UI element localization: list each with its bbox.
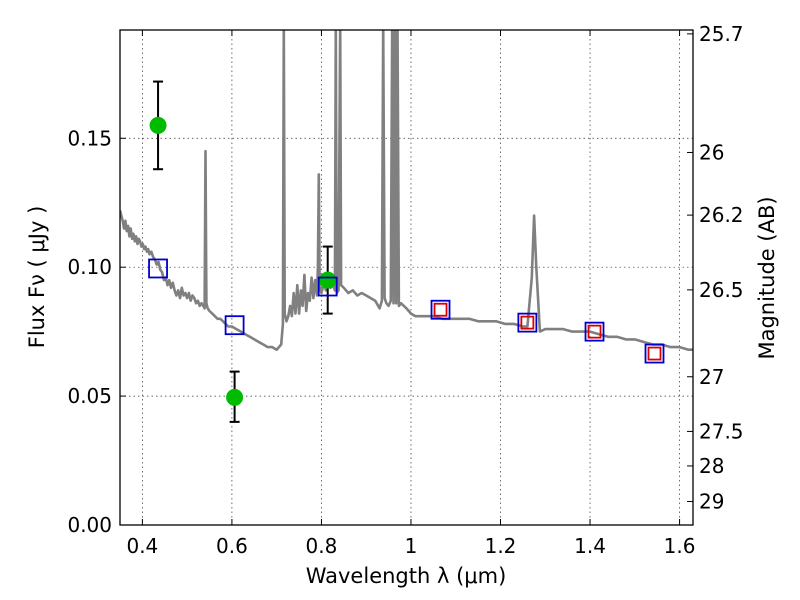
- y2-tick-label: 28: [699, 454, 724, 478]
- plot-frame: [119, 29, 694, 526]
- observed-point: [149, 116, 167, 134]
- model-photometry-marker: [430, 299, 451, 320]
- x-tick-label: 0.4: [126, 534, 158, 558]
- model-photometry-marker: [644, 343, 665, 364]
- model-sed-line: [120, 30, 693, 351]
- y2-tick-label: 26.5: [699, 278, 744, 302]
- y2-tick-label: 29: [699, 490, 724, 514]
- model-nir-marker: [433, 302, 448, 317]
- x-tick-label: 1.6: [664, 534, 696, 558]
- y2-tick-label: 26: [699, 140, 724, 164]
- x-tick-label: 1.2: [485, 534, 517, 558]
- y-tick-label: 0.10: [67, 255, 112, 279]
- model-photometry-marker: [584, 321, 605, 342]
- axis-ticks: 0.4 0.6 0.8 1 1.2 1.4 1.6 0.00 0.05 0.10 0.15 25.7 2…: [67, 22, 743, 558]
- y-tick-label: 0.00: [67, 513, 112, 537]
- observed-point: [226, 388, 244, 406]
- y2-tick-label: 25.7: [699, 22, 744, 46]
- x-tick-label: 0.8: [306, 534, 338, 558]
- y2-tick-label: 27.5: [699, 419, 744, 443]
- y-tick-label: 0.05: [67, 384, 112, 408]
- x-axis-label: Wavelength λ (μm): [306, 564, 507, 588]
- x-tick-label: 1: [405, 534, 418, 558]
- model-photometry-marker: [317, 276, 338, 297]
- x-tick-label: 1.4: [574, 534, 606, 558]
- x-tick-label: 0.6: [216, 534, 248, 558]
- y2-tick-label: 26.2: [699, 203, 744, 227]
- y-axis-label: Flux Fν ( μJy ): [25, 206, 49, 349]
- model-nir-marker: [520, 315, 535, 330]
- model-photometry-marker: [517, 312, 538, 333]
- y2-axis-label: Magnitude (AB): [755, 196, 779, 359]
- plot-area: [120, 30, 693, 423]
- y2-tick-label: 27: [699, 365, 724, 389]
- y-tick-label: 0.15: [67, 126, 112, 150]
- observed-point: [319, 271, 337, 289]
- model-nir-marker: [587, 324, 602, 339]
- model-photometry-marker: [148, 258, 168, 279]
- model-photometry-marker: [224, 315, 245, 336]
- model-nir-marker: [647, 346, 662, 361]
